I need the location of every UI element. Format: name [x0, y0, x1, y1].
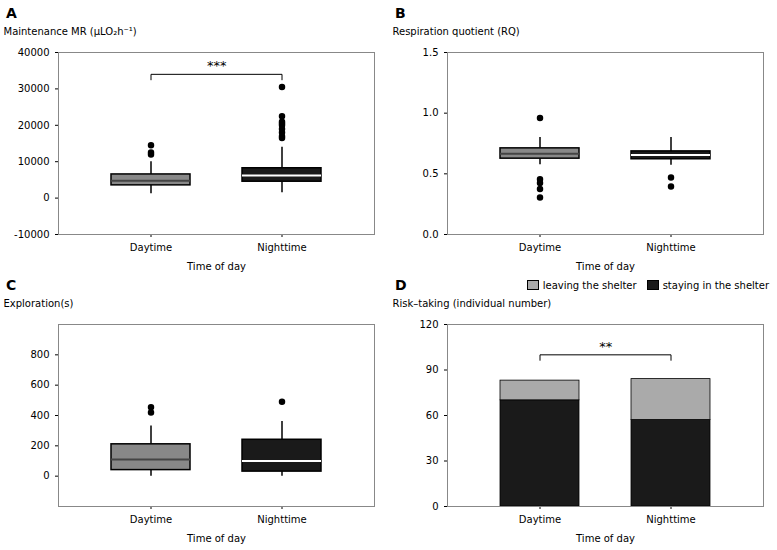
svg-text:Nighttime: Nighttime: [646, 242, 695, 253]
svg-text:Daytime: Daytime: [130, 242, 172, 253]
svg-text:60: 60: [426, 410, 439, 421]
svg-text:**: **: [599, 339, 613, 354]
svg-text:20000: 20000: [18, 120, 50, 131]
html-text:B: B: [395, 5, 406, 21]
svg-text:Daytime: Daytime: [519, 242, 561, 253]
svg-text:0.5: 0.5: [423, 168, 439, 179]
svg-text:30000: 30000: [18, 83, 50, 94]
svg-text:Respiration quotient (RQ): Respiration quotient (RQ): [393, 26, 520, 37]
svg-text:Daytime: Daytime: [519, 514, 561, 525]
svg-text:90: 90: [426, 364, 439, 375]
svg-text:200: 200: [30, 440, 49, 451]
svg-text:-10000: -10000: [14, 229, 49, 240]
svg-text:400: 400: [30, 410, 49, 421]
svg-text:Nighttime: Nighttime: [257, 242, 306, 253]
svg-text:600: 600: [30, 379, 49, 390]
svg-text:800: 800: [30, 349, 49, 360]
svg-text:10000: 10000: [18, 156, 50, 167]
svg-text:Risk–taking (individual number: Risk–taking (individual number): [393, 298, 552, 309]
svg-text:40000: 40000: [18, 47, 50, 58]
svg-text:120: 120: [419, 319, 438, 330]
svg-text:Time of day: Time of day: [575, 261, 635, 272]
svg-text:Daytime: Daytime: [130, 514, 172, 525]
svg-text:Nighttime: Nighttime: [646, 514, 695, 525]
svg-text:0: 0: [43, 192, 49, 203]
svg-text:0.0: 0.0: [423, 229, 439, 240]
svg-text:Maintenance MR (μLO₂h⁻¹): Maintenance MR (μLO₂h⁻¹): [4, 26, 137, 37]
svg-text:0: 0: [432, 501, 438, 512]
svg-text:Time of day: Time of day: [575, 533, 635, 544]
svg-text:1.5: 1.5: [423, 47, 439, 58]
svg-text:Time of day: Time of day: [186, 261, 246, 272]
html-text:A: A: [6, 5, 17, 21]
svg-text:1.0: 1.0: [423, 107, 439, 118]
html-text:leaving the shelter: leaving the shelter: [542, 279, 637, 291]
svg-text:0: 0: [43, 470, 49, 481]
svg-text:***: ***: [207, 58, 227, 73]
html-text:D: D: [395, 277, 407, 293]
svg-text:Exploration(s): Exploration(s): [4, 298, 74, 309]
svg-text:Time of day: Time of day: [186, 533, 246, 544]
svg-text:30: 30: [426, 455, 439, 466]
html-text:C: C: [6, 277, 17, 293]
html-text:staying in the shelter: staying in the shelter: [662, 279, 769, 291]
svg-text:Nighttime: Nighttime: [257, 514, 306, 525]
